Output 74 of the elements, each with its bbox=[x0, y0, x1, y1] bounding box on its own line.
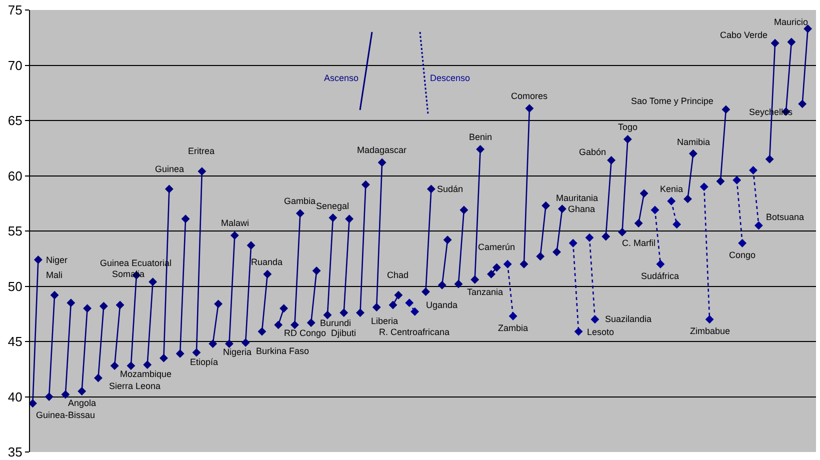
annotation: Sao Tome y Principe bbox=[631, 96, 714, 106]
annotation: Sudáfrica bbox=[641, 271, 680, 281]
point bbox=[705, 315, 714, 324]
point bbox=[503, 260, 512, 268]
annotation: Namibia bbox=[677, 137, 710, 147]
annotation: R. Centroafricana bbox=[379, 327, 450, 337]
annotation: Sierra Leona bbox=[109, 381, 161, 391]
y-tick-label: 60 bbox=[8, 168, 22, 184]
annotation: Niger bbox=[46, 255, 68, 265]
point bbox=[700, 182, 708, 192]
point bbox=[410, 307, 420, 316]
annotation: Angola bbox=[68, 398, 96, 408]
point bbox=[650, 206, 660, 214]
point bbox=[667, 196, 676, 206]
annotation: Camerún bbox=[478, 242, 516, 252]
annotation: Gabón bbox=[579, 147, 606, 157]
annotation: Zimbabue bbox=[690, 326, 730, 336]
annotation: Mozambique bbox=[120, 369, 172, 379]
annotation: Etiopía bbox=[190, 357, 218, 367]
annotation: Gambia bbox=[284, 196, 316, 206]
y-tick-label: 50 bbox=[8, 278, 22, 294]
annotation: Malawi bbox=[221, 218, 250, 228]
text: Ascenso bbox=[324, 73, 359, 83]
annotation: Mali bbox=[46, 270, 63, 280]
annotation: Lesoto bbox=[587, 327, 614, 337]
point bbox=[672, 220, 682, 229]
point bbox=[656, 260, 665, 268]
annotation: Suazilandia bbox=[605, 314, 652, 324]
annotation: Kenia bbox=[660, 184, 684, 194]
annotation: Ghana bbox=[568, 204, 596, 214]
annotation: Sudán bbox=[437, 184, 464, 194]
point bbox=[590, 315, 600, 324]
y-tick-label: 65 bbox=[8, 113, 22, 128]
annotation: Uganda bbox=[426, 300, 458, 310]
annotation: Madagascar bbox=[357, 145, 407, 155]
point bbox=[508, 312, 518, 320]
annotation: Nigeria bbox=[223, 347, 252, 357]
point bbox=[405, 298, 414, 308]
annotation: Liberia bbox=[371, 316, 398, 326]
text: Descenso bbox=[430, 73, 470, 83]
annotation: Senegal bbox=[316, 201, 350, 211]
annotation: Zambia bbox=[498, 323, 528, 333]
annotation: Guinea-Bissau bbox=[36, 410, 96, 420]
point bbox=[574, 327, 583, 336]
annotation: Chad bbox=[387, 270, 409, 280]
point bbox=[749, 166, 758, 174]
annotation: Tanzania bbox=[467, 287, 504, 297]
annotation: Eritrea bbox=[188, 146, 215, 156]
annotation: Djibuti bbox=[331, 328, 356, 338]
annotation: Benin bbox=[469, 132, 492, 142]
annotation: Burkina Faso bbox=[256, 346, 310, 356]
point bbox=[754, 221, 763, 230]
annotation: Botsuana bbox=[766, 212, 804, 222]
y-tick-label: 40 bbox=[8, 389, 22, 404]
annotation: RD Congo bbox=[284, 328, 326, 338]
annotation: Mauritania bbox=[556, 193, 598, 203]
annotation: Guinea bbox=[155, 164, 184, 174]
annotation: Comores bbox=[511, 91, 548, 101]
point bbox=[568, 238, 578, 248]
point bbox=[585, 233, 594, 242]
y-tick-label: 55 bbox=[8, 224, 22, 239]
y-tick-label: 75 bbox=[8, 2, 22, 18]
annotation: Congo bbox=[729, 250, 756, 260]
annotation: Cabo Verde bbox=[720, 30, 768, 40]
annotation: Togo bbox=[618, 122, 638, 132]
annotation: C. Marfil bbox=[622, 238, 656, 248]
point bbox=[738, 238, 747, 248]
annotation: Mauricio bbox=[774, 17, 808, 27]
y-tick-label: 45 bbox=[8, 334, 22, 350]
y-tick-label: 35 bbox=[8, 444, 22, 460]
annotation: Ruanda bbox=[251, 257, 283, 267]
annotation: Burundi bbox=[320, 318, 352, 328]
point bbox=[732, 176, 742, 184]
y-tick-label: 70 bbox=[8, 58, 22, 73]
